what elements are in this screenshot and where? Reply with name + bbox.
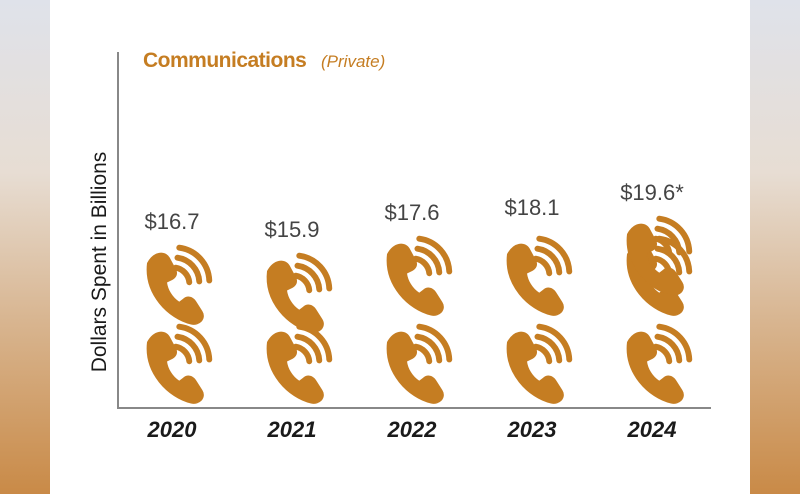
telephone-icon — [387, 327, 449, 404]
x-tick-label: 2024 — [627, 417, 677, 442]
data-label: $17.6 — [384, 200, 439, 225]
telephone-icon — [507, 239, 569, 316]
x-tick-label: 2020 — [147, 417, 198, 442]
telephone-icon — [267, 327, 329, 404]
telephone-icon — [507, 327, 569, 404]
data-label: $18.1 — [504, 195, 559, 220]
telephone-icon — [267, 256, 329, 333]
telephone-icon — [147, 327, 209, 404]
x-tick-label: 2023 — [507, 417, 557, 442]
data-label: $19.6* — [620, 180, 684, 205]
chart-subtitle: (Private) — [321, 52, 386, 71]
x-tick-label: 2021 — [267, 417, 317, 442]
chart-title: Communications — [143, 49, 307, 72]
telephone-icon — [147, 248, 209, 325]
data-label: $16.7 — [144, 209, 199, 234]
x-tick-label: 2022 — [387, 417, 438, 442]
data-label: $15.9 — [264, 217, 319, 242]
y-axis-label: Dollars Spent in Billions — [88, 152, 111, 373]
telephone-icon — [387, 239, 449, 316]
telephone-icon — [627, 327, 689, 404]
